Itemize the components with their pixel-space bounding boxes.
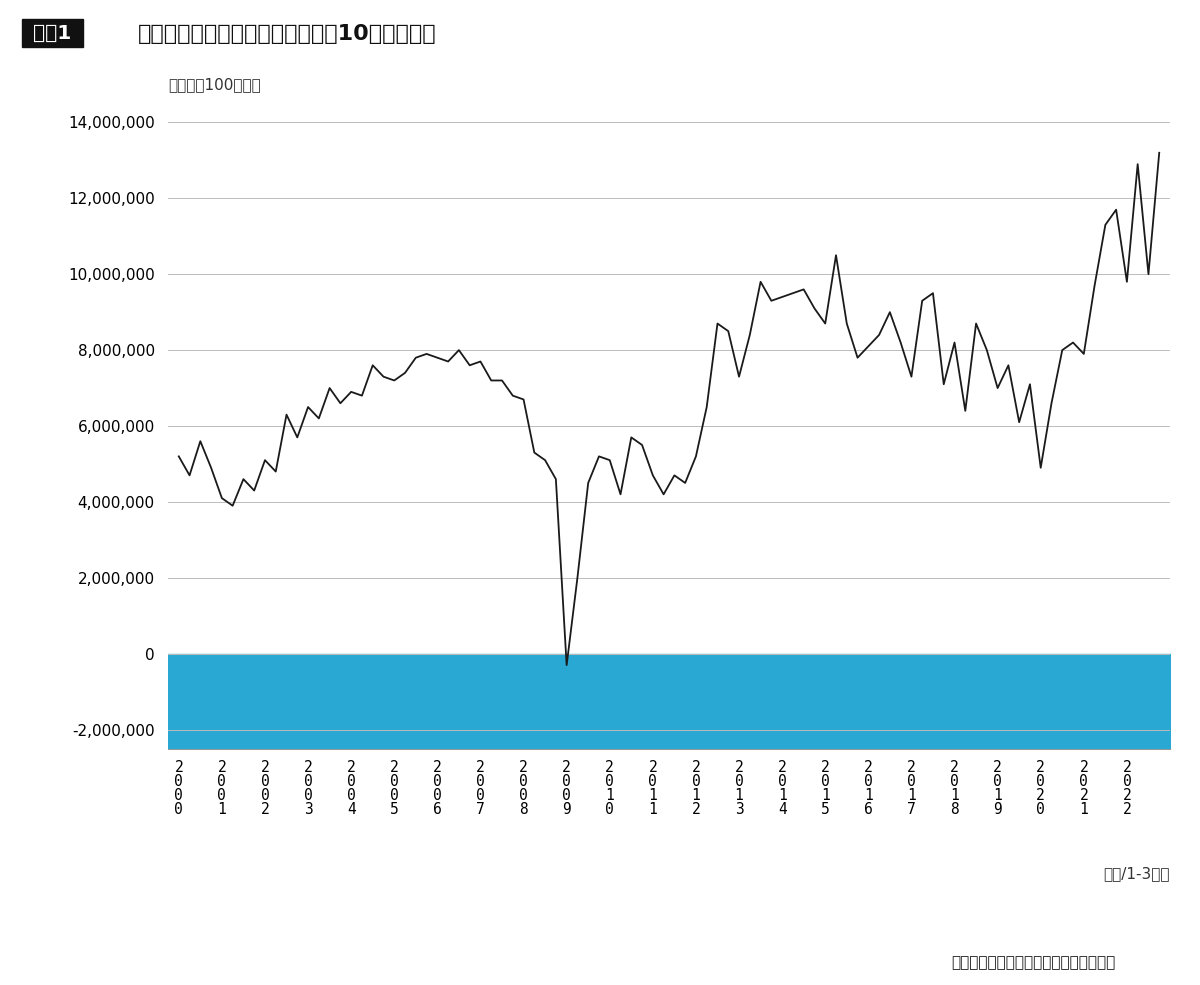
Text: 営業利益の推移（製造業、資本金10億円以上）: 営業利益の推移（製造業、資本金10億円以上） (138, 24, 437, 43)
Text: （年/1-3月）: （年/1-3月） (1104, 867, 1170, 882)
Text: （単位：100万円）: （単位：100万円） (168, 77, 260, 93)
Text: 法人企業統計調査のデータより著者作成: 法人企業統計調査のデータより著者作成 (952, 955, 1116, 970)
Text: 図表1: 図表1 (26, 24, 79, 42)
